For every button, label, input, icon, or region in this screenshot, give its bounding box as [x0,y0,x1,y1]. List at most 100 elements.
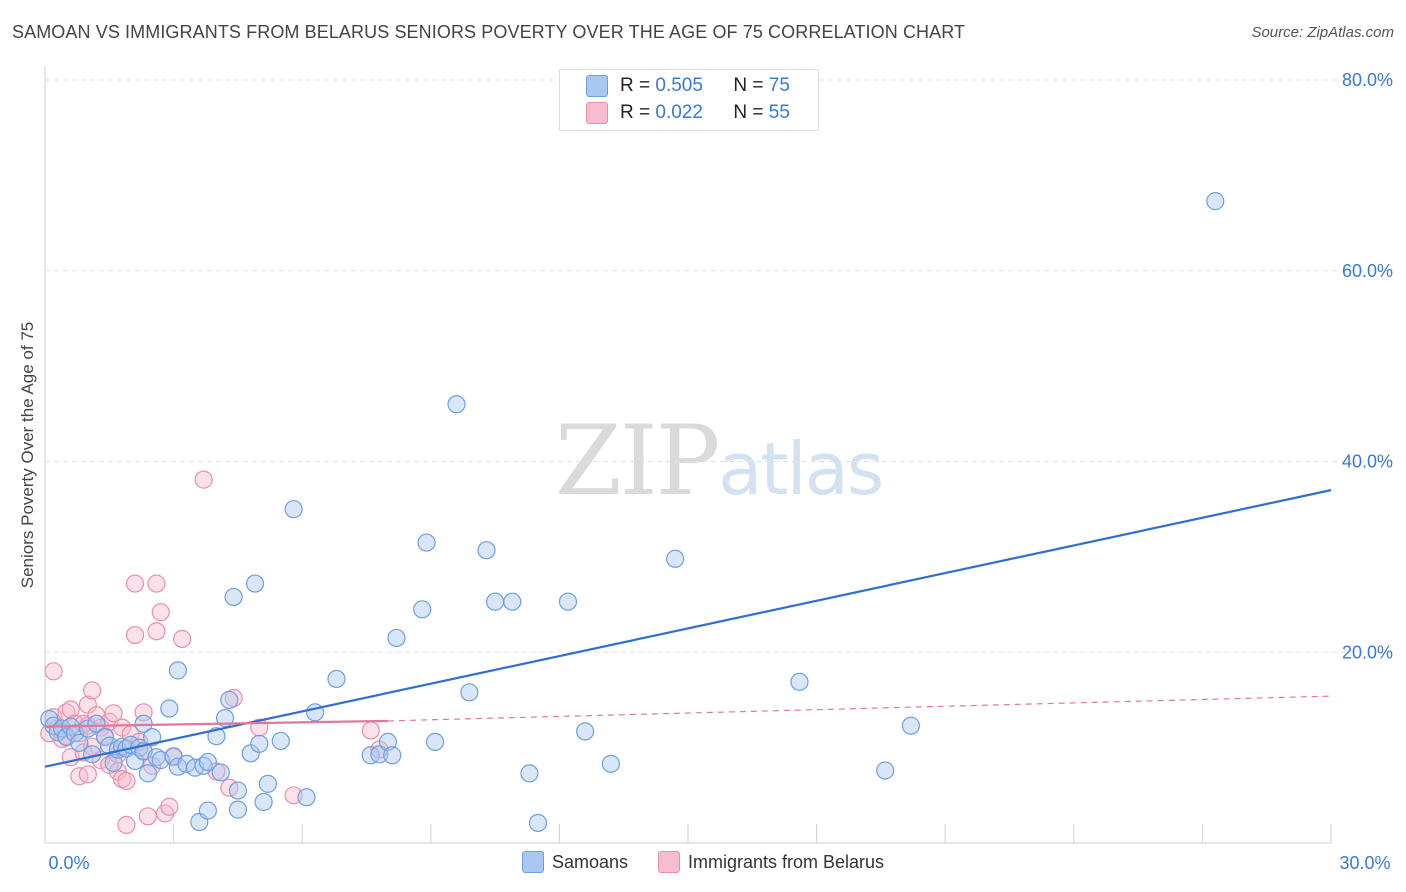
point-samoan [790,672,809,691]
point-samoan [198,801,217,820]
point-samoan [520,764,539,783]
data-points [40,192,1225,834]
point-samoan [224,587,243,607]
point-samoan [576,722,595,741]
legend-row-belarus: R = 0.022 N = 55 [586,102,790,124]
point-belarus [104,704,123,723]
legend-item-belarus: Immigrants from Belarus [657,851,885,873]
legend-r-value: 0.505 [655,75,703,96]
point-samoan [666,549,685,568]
point-samoan [601,754,620,773]
legend-item-samoans: Samoans [521,851,628,873]
point-samoan [284,500,303,519]
tick-labels: 20.0% 40.0% 60.0% 80.0% 0.0% 30.0% [48,70,1393,873]
point-samoan [901,716,921,735]
point-samoan [104,753,123,772]
point-belarus [194,470,213,489]
point-samoan [78,719,97,738]
point-belarus [361,721,380,740]
point-samoan [228,781,247,800]
stats-legend: R = 0.505 N = 75 R = 0.022 N = 55 [559,69,819,131]
legend-n-value: 75 [768,75,790,96]
point-samoan [168,661,187,680]
point-belarus [160,797,179,816]
trend-lines [44,489,1332,768]
point-samoan [220,690,239,710]
point-samoan [258,774,278,793]
point-samoan [250,734,269,753]
series-legend: Samoans Immigrants from Belarus [0,851,1406,873]
point-samoan [413,600,432,619]
legend-n-value: 55 [768,102,790,123]
trend-line-belarus [44,719,388,728]
legend-r-label: R = [620,102,656,123]
point-samoan [417,533,436,552]
point-belarus [151,603,170,622]
point-belarus [125,625,145,645]
legend-swatch-belarus [586,102,608,124]
point-samoan [87,714,106,733]
point-samoan [207,727,226,746]
legend-r-label: R = [620,75,656,96]
legend-swatch-samoans [521,851,544,873]
point-samoan [245,574,265,593]
y-axis-title: Seniors Poverty Over the Age of 75 [18,321,37,589]
point-samoan [1206,192,1225,211]
trend-line-belarus-extended [387,695,1332,722]
point-samoan [271,731,290,751]
point-samoan [160,699,179,718]
legend-swatch-samoans [586,75,608,97]
y-tick-label: 60.0% [1342,261,1393,281]
y-tick-label: 40.0% [1342,452,1393,472]
point-belarus [125,574,145,593]
grid [45,79,1392,653]
legend-swatch-belarus [657,851,680,873]
point-samoan [378,732,398,752]
source-label: Source: ZipAtlas.com [1251,24,1394,41]
y-tick-label: 20.0% [1342,642,1393,662]
watermark-zip: ZIP [555,405,720,517]
point-samoan [477,541,496,560]
point-samoan [254,792,273,812]
point-samoan [198,752,217,772]
point-samoan [528,813,548,833]
point-samoan [558,592,578,611]
point-belarus [44,662,63,681]
point-samoan [460,683,479,702]
point-samoan [215,708,235,728]
point-samoan [138,764,157,783]
point-samoan [387,628,406,648]
y-tick-label: 80.0% [1342,70,1393,90]
point-samoan [95,728,115,747]
point-belarus [117,771,136,791]
legend-n-label: N = [733,75,769,96]
point-belarus [173,629,192,648]
point-samoan [425,732,445,752]
point-belarus [83,681,102,700]
legend-row-samoans: R = 0.505 N = 75 [586,75,790,97]
trend-line-samoan [44,489,1332,768]
x-tick-label: 0.0% [48,853,89,873]
watermark: ZIPatlas [555,405,884,517]
point-belarus [138,807,157,826]
watermark-atlas: atlas [718,427,884,511]
chart-title: SAMOAN VS IMMIGRANTS FROM BELARUS SENIOR… [12,22,966,42]
point-belarus [147,574,166,593]
point-samoan [447,395,466,414]
legend-n-label: N = [733,102,769,123]
legend-label-belarus: Immigrants from Belarus [687,851,885,872]
point-samoan [486,592,505,611]
point-samoan [503,592,522,611]
point-samoan [327,669,346,689]
legend-r-value: 0.022 [655,102,703,123]
point-belarus [117,815,136,834]
point-samoan [211,763,230,782]
axes [44,66,1332,844]
point-belarus [78,765,97,784]
point-samoan [297,788,316,807]
point-samoan [876,761,895,780]
point-samoan [370,745,389,764]
point-samoan [383,746,402,765]
point-belarus [147,622,166,641]
